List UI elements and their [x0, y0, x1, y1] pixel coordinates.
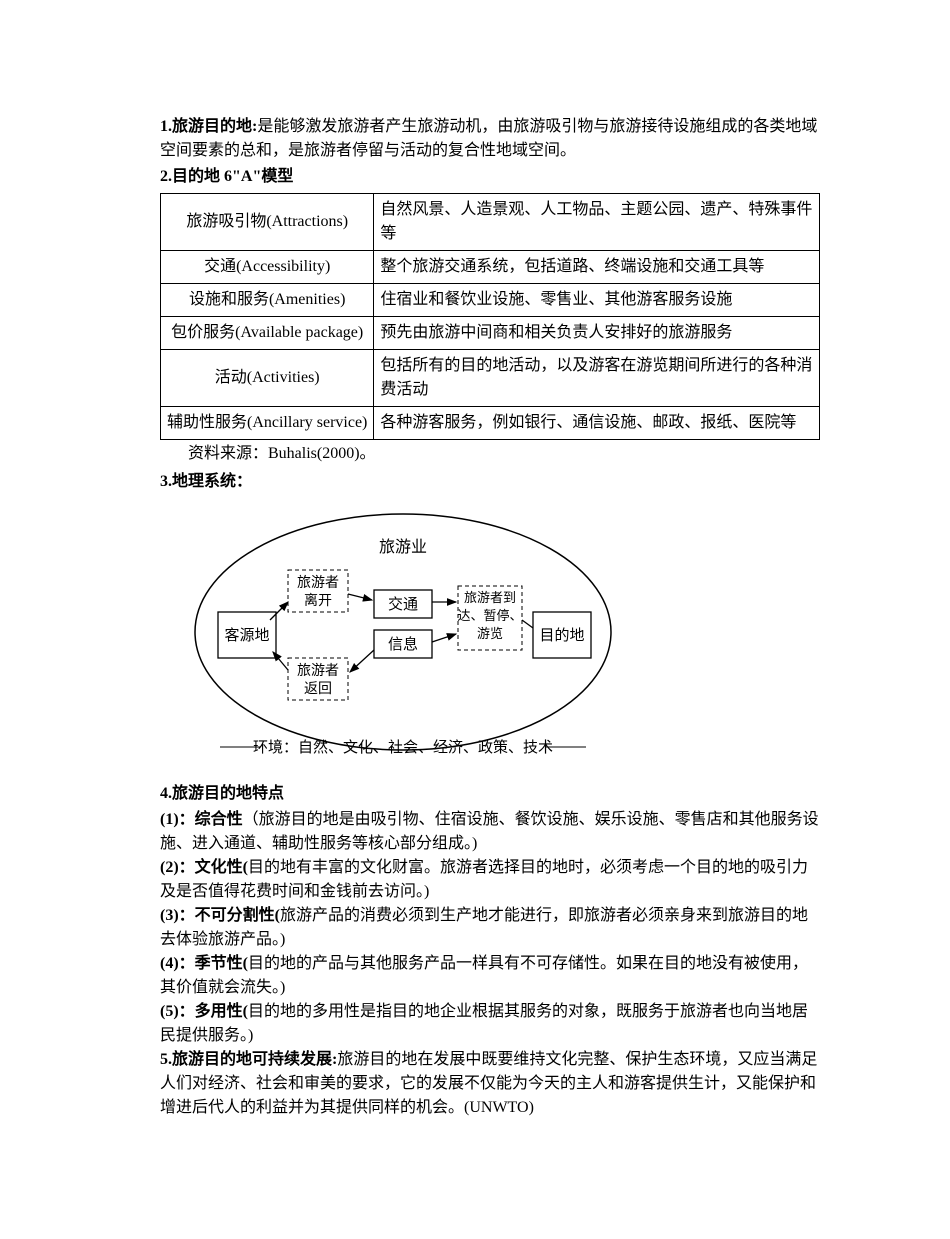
row-desc: 住宿业和餐饮业设施、零售业、其他游客服务设施	[374, 284, 820, 317]
svg-text:旅游者到: 旅游者到	[464, 590, 516, 605]
svg-text:旅游者: 旅游者	[297, 663, 339, 679]
svg-text:交通: 交通	[388, 595, 418, 613]
svg-text:离开: 离开	[304, 592, 332, 609]
table-row: 包价服务(Available package)预先由旅游中间商和相关负责人安排好…	[161, 317, 820, 350]
def-3-title: 3.地理系统：	[160, 470, 820, 494]
svg-text:环境：自然、文化、社会、经济、政策、技术: 环境：自然、文化、社会、经济、政策、技术	[253, 738, 553, 756]
row-label: 辅助性服务(Ancillary service)	[161, 407, 374, 440]
svg-text:旅游业: 旅游业	[379, 538, 427, 556]
row-desc: 整个旅游交通系统，包括道路、终端设施和交通工具等	[374, 251, 820, 284]
row-label: 设施和服务(Amenities)	[161, 284, 374, 317]
svg-text:信息: 信息	[388, 636, 418, 653]
table-row: 辅助性服务(Ancillary service)各种游客服务，例如银行、通信设施…	[161, 407, 820, 440]
table-source: 资料来源：Buhalis(2000)。	[188, 442, 820, 466]
row-desc: 自然风景、人造景观、人工物品、主题公园、遗产、特殊事件等	[374, 194, 820, 251]
document-page: 1.旅游目的地:是能够激发旅游者产生旅游动机，由旅游吸引物与旅游接待设施组成的各…	[0, 0, 950, 1182]
feature-1: (1)：综合性（旅游目的地是由吸引物、住宿设施、餐饮设施、娱乐设施、零售店和其他…	[160, 808, 820, 856]
def-2-title: 2.目的地 6"A"模型	[160, 165, 820, 189]
table-row: 旅游吸引物(Attractions)自然风景、人造景观、人工物品、主题公园、遗产…	[161, 194, 820, 251]
def-1: 1.旅游目的地:是能够激发旅游者产生旅游动机，由旅游吸引物与旅游接待设施组成的各…	[160, 115, 820, 163]
svg-text:旅游者: 旅游者	[297, 575, 339, 591]
row-desc: 各种游客服务，例如银行、通信设施、邮政、报纸、医院等	[374, 407, 820, 440]
feature-4: (4)：季节性(目的地的产品与其他服务产品一样具有不可存储性。如果在目的地没有被…	[160, 952, 820, 1000]
svg-text:游览: 游览	[477, 626, 503, 641]
svg-text:返回: 返回	[304, 681, 332, 697]
row-label: 旅游吸引物(Attractions)	[161, 194, 374, 251]
feature-5: (5)：多用性(目的地的多用性是指目的地企业根据其服务的对象，既服务于旅游者也向…	[160, 1000, 820, 1048]
row-desc: 包括所有的目的地活动，以及游客在游览期间所进行的各种消费活动	[374, 350, 820, 407]
feature-2: (2)：文化性(目的地有丰富的文化财富。旅游者选择目的地时，必须考虑一个目的地的…	[160, 856, 820, 904]
svg-text:达、暂停、: 达、暂停、	[457, 608, 522, 623]
table-row: 设施和服务(Amenities)住宿业和餐饮业设施、零售业、其他游客服务设施	[161, 284, 820, 317]
def-5: 5.旅游目的地可持续发展:旅游目的地在发展中既要维持文化完整、保护生态环境，又应…	[160, 1048, 820, 1120]
svg-text:目的地: 目的地	[539, 627, 584, 644]
table-row: 活动(Activities)包括所有的目的地活动，以及游客在游览期间所进行的各种…	[161, 350, 820, 407]
table-row: 交通(Accessibility)整个旅游交通系统，包括道路、终端设施和交通工具…	[161, 251, 820, 284]
geo-system-diagram: 旅游业 客源地 目的地 旅游者 离开 旅游者 返回 交通 信息 旅游者到	[188, 502, 820, 772]
feature-3: (3)：不可分割性(旅游产品的消费必须到生产地才能进行，即旅游者必须亲身来到旅游…	[160, 904, 820, 952]
six-a-table: 旅游吸引物(Attractions)自然风景、人造景观、人工物品、主题公园、遗产…	[160, 193, 820, 440]
row-label: 活动(Activities)	[161, 350, 374, 407]
row-desc: 预先由旅游中间商和相关负责人安排好的旅游服务	[374, 317, 820, 350]
def-4-title: 4.旅游目的地特点	[160, 782, 820, 806]
diagram-svg: 旅游业 客源地 目的地 旅游者 离开 旅游者 返回 交通 信息 旅游者到	[188, 502, 618, 772]
row-label: 交通(Accessibility)	[161, 251, 374, 284]
svg-text:客源地: 客源地	[224, 627, 269, 644]
row-label: 包价服务(Available package)	[161, 317, 374, 350]
def-1-title: 1.旅游目的地:	[160, 118, 257, 135]
def-1-body: 是能够激发旅游者产生旅游动机，由旅游吸引物与旅游接待设施组成的各类地域空间要素的…	[160, 118, 817, 159]
